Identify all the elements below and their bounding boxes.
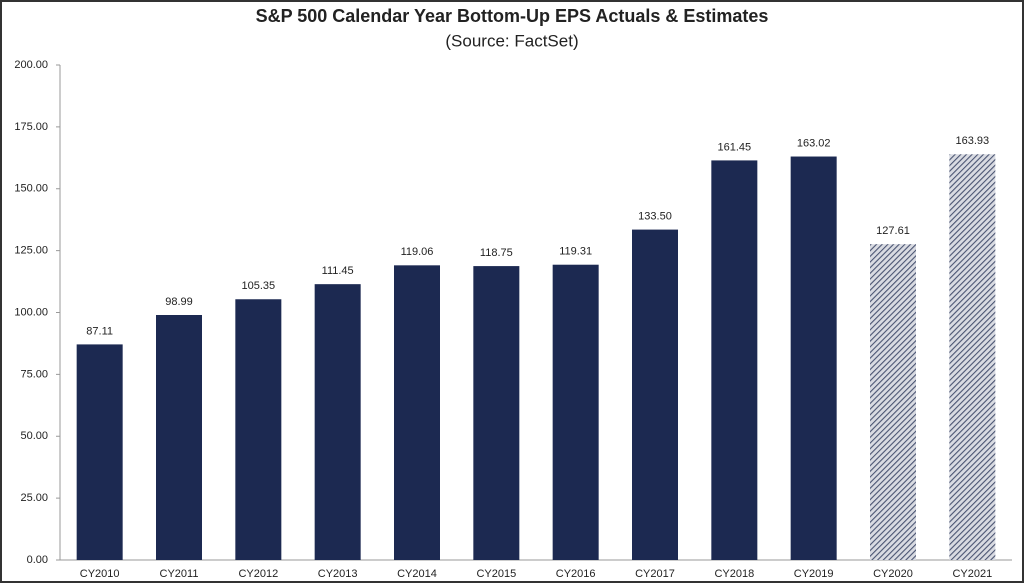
value-label: 118.75 <box>480 247 513 259</box>
y-tick-label: 200.00 <box>14 59 48 71</box>
value-label: 119.06 <box>401 246 434 258</box>
x-tick-label: CY2019 <box>794 568 834 580</box>
y-tick-label: 25.00 <box>20 492 48 504</box>
value-label: 161.45 <box>718 141 752 153</box>
x-tick-label: CY2013 <box>318 568 358 580</box>
value-label: 105.35 <box>242 280 276 292</box>
x-tick-label: CY2016 <box>556 568 596 580</box>
bar <box>473 266 520 560</box>
value-label: 163.93 <box>956 135 990 147</box>
x-tick-label: CY2010 <box>80 568 120 580</box>
value-label: 111.45 <box>322 265 354 277</box>
x-tick-label: CY2021 <box>952 568 992 580</box>
value-label: 119.31 <box>559 246 592 258</box>
bar <box>235 299 282 560</box>
y-tick-label: 75.00 <box>20 368 48 380</box>
bar <box>949 154 996 560</box>
y-tick-label: 0.00 <box>27 554 48 566</box>
x-tick-label: CY2017 <box>635 568 675 580</box>
bar <box>711 160 758 560</box>
value-label: 87.11 <box>86 325 113 337</box>
y-tick-label: 150.00 <box>14 183 48 195</box>
chart-subtitle: (Source: FactSet) <box>445 31 578 50</box>
x-tick-label: CY2018 <box>714 568 754 580</box>
bar <box>790 156 837 560</box>
x-tick-label: CY2014 <box>397 568 437 580</box>
y-tick-label: 175.00 <box>14 121 48 133</box>
bar <box>314 284 361 560</box>
bar <box>156 314 202 560</box>
x-tick-label: CY2015 <box>476 568 516 580</box>
x-tick-label: CY2011 <box>160 568 199 580</box>
value-label: 133.50 <box>638 210 672 222</box>
chart-title: S&P 500 Calendar Year Bottom-Up EPS Actu… <box>256 6 769 26</box>
x-tick-label: CY2020 <box>873 568 913 580</box>
x-tick-label: CY2012 <box>238 568 278 580</box>
bar <box>76 344 123 560</box>
y-tick-label: 50.00 <box>20 430 48 442</box>
y-tick-label: 125.00 <box>14 245 48 257</box>
bar <box>870 244 916 560</box>
bar <box>552 264 599 560</box>
bar <box>394 265 440 560</box>
value-label: 127.61 <box>876 225 910 237</box>
y-tick-label: 100.00 <box>14 306 48 318</box>
bar <box>632 229 678 560</box>
value-label: 98.99 <box>165 296 193 308</box>
value-label: 163.02 <box>797 137 831 149</box>
